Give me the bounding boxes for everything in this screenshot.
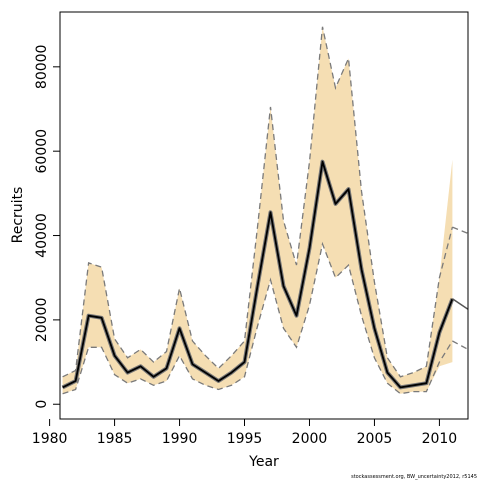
x-tick-label: 1995 — [227, 431, 263, 447]
lower-bound-line — [62, 241, 453, 395]
estimate-line — [62, 160, 454, 389]
lower-extension-line — [452, 340, 468, 350]
x-tick-label: 1985 — [97, 431, 133, 447]
y-axis-title: Recruits — [10, 187, 26, 244]
y-tick-label: 40000 — [34, 213, 50, 258]
upper-extension-line — [452, 226, 468, 235]
y-tick-label: 0 — [34, 400, 50, 409]
credit-note: stockassessment.org, BW_uncertainty2012,… — [351, 474, 477, 480]
y-tick-label: 80000 — [34, 45, 50, 90]
x-tick-label: 2010 — [422, 431, 458, 447]
x-axis-title: Year — [248, 454, 279, 470]
plot-frame — [59, 11, 469, 420]
x-tick-label: 1980 — [32, 431, 68, 447]
y-tick-label: 60000 — [34, 129, 50, 174]
x-tick-label: 2005 — [357, 431, 393, 447]
x-tick-label: 2000 — [292, 431, 328, 447]
y-axis: 0 20000 40000 60000 80000 — [34, 45, 60, 409]
plot-area — [61, 26, 468, 395]
x-tick-label: 1990 — [162, 431, 198, 447]
x-axis: 1980 1985 1990 1995 2000 2005 2010 — [32, 419, 457, 447]
estimate-extension-line — [451, 298, 468, 310]
y-tick-label: 20000 — [34, 298, 50, 343]
confidence-band — [62, 26, 453, 394]
upper-bound-line — [62, 26, 454, 378]
